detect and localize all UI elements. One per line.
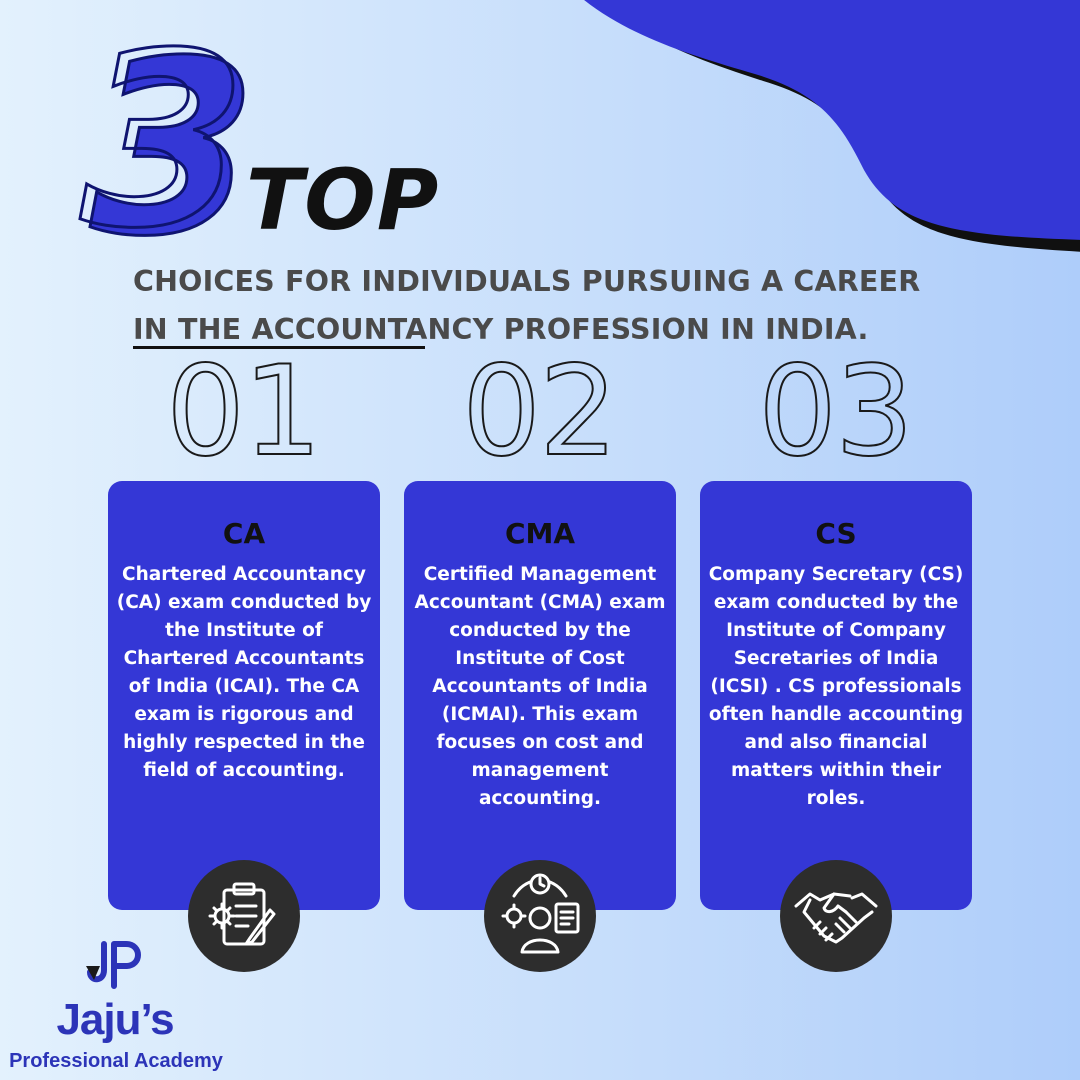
headline-line-1: CHOICES FOR INDIVIDUALS PURSUING A CAREE… — [133, 265, 921, 298]
headline-line-2: IN THE ACCOUNTANCY PROFESSION IN INDIA. — [133, 313, 869, 346]
card-description: Certified Management Accountant (CMA) ex… — [414, 564, 666, 809]
big-number-three: 3 3 — [79, 40, 253, 260]
brand-name: Jaju’s — [56, 995, 174, 1044]
person-gear-clock-checklist-icon — [484, 860, 596, 972]
card-number-02: 02 — [461, 340, 619, 484]
choice-card-ca: CA Chartered Accountancy (CA) exam condu… — [108, 481, 380, 910]
card-description: Chartered Accountancy (CA) exam conducte… — [116, 564, 372, 781]
choice-card-cs: CS Company Secretary (CS) exam conducted… — [700, 481, 972, 910]
card-title: CS — [815, 517, 857, 550]
card-description: Company Secretary (CS) exam conducted by… — [708, 564, 964, 809]
clipboard-gear-pencil-icon — [188, 860, 300, 972]
jp-monogram-logo — [86, 941, 141, 989]
card-number-03: 03 — [757, 340, 915, 484]
svg-text:3: 3 — [80, 40, 247, 260]
choice-card-cma: CMA Certified Management Accountant (CMA… — [404, 481, 676, 910]
handshake-icon — [780, 860, 892, 972]
headline: CHOICES FOR INDIVIDUALS PURSUING A CAREE… — [133, 258, 993, 354]
brand-subtitle: Professional Academy — [9, 1050, 223, 1072]
card-title: CMA — [504, 517, 576, 550]
top-word: TOP — [246, 151, 440, 249]
svg-text:3: 3 — [90, 40, 252, 260]
headline-underline — [133, 346, 425, 349]
card-title: CA — [222, 517, 266, 550]
card-number-01: 01 — [165, 340, 323, 484]
